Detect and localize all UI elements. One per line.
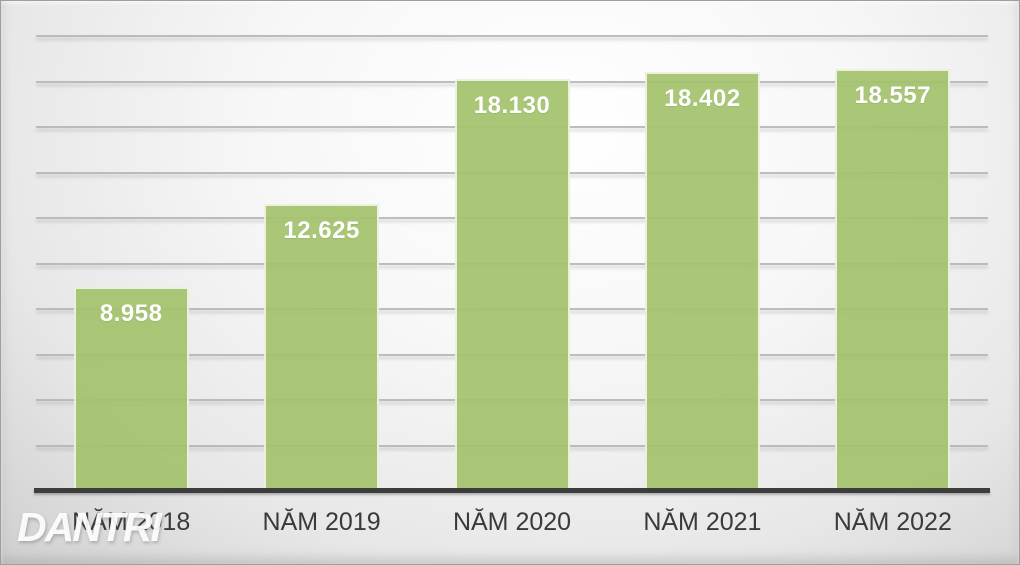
bar-năm-2018: 8.958 [73,287,189,491]
dantri-watermark-logo: DANTRI [17,504,162,550]
x-axis-label: NĂM 2018 [72,508,191,536]
bar-năm-2019: 12.625 [264,203,380,491]
bar-value-label: 18.557 [854,81,931,109]
x-axis-label: NĂM 2020 [452,508,572,536]
bar-value-label: 18.130 [473,91,551,119]
bar-value-label: 8.958 [99,300,163,328]
x-axis-label: NĂM 2021 [643,508,762,536]
gridline [36,35,988,37]
bar-value-label: 12.625 [283,216,360,244]
bar-value-label: 18.402 [664,85,741,113]
x-axis-label: NĂM 2022 [833,508,952,536]
x-axis-line [34,488,990,493]
bar-năm-2020: 18.130 [454,78,570,491]
bar-năm-2022: 18.557 [835,68,951,491]
x-axis-label: NĂM 2019 [262,508,381,536]
bar-năm-2021: 18.402 [644,72,760,491]
